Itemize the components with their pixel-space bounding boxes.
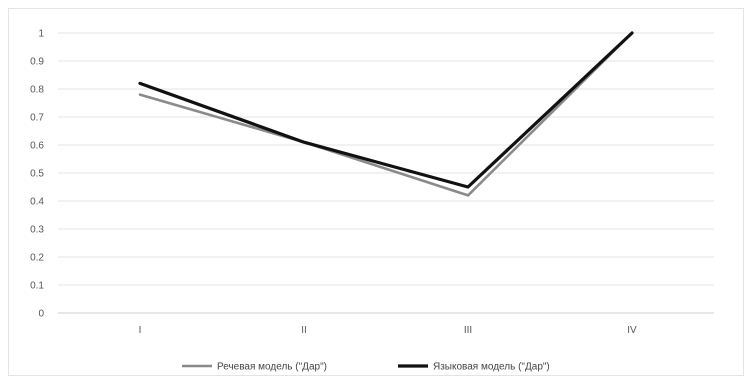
y-tick-label: 0.8 bbox=[30, 85, 44, 96]
y-tick-label: 0.4 bbox=[30, 197, 44, 208]
legend-label-1: Речевая модель ("Дар") bbox=[217, 362, 327, 373]
x-tick-label: II bbox=[301, 325, 307, 336]
gridlines bbox=[58, 32, 714, 314]
series-line-2 bbox=[138, 31, 634, 189]
x-tick-label: I bbox=[139, 325, 142, 336]
legend-label-2: Языковая модель ("Дар") bbox=[433, 362, 550, 373]
series-line-1 bbox=[138, 31, 634, 197]
y-tick-label: 0.2 bbox=[30, 253, 44, 264]
y-tick-label: 0 bbox=[38, 309, 44, 320]
chart-frame bbox=[8, 8, 744, 376]
x-tick-label: IV bbox=[627, 325, 637, 336]
x-axis-ticks: I II III IV bbox=[139, 325, 637, 336]
legend: Речевая модель ("Дар") Языковая модель ("… bbox=[182, 362, 550, 373]
series-lines bbox=[138, 31, 634, 197]
y-tick-label: 0.6 bbox=[30, 141, 44, 152]
y-tick-label: 0.3 bbox=[30, 225, 44, 236]
y-tick-label: 0.5 bbox=[30, 169, 44, 180]
y-axis-ticks: 0 0.1 0.2 0.3 0.4 0.5 0.6 0.7 0.8 0.9 1 bbox=[30, 29, 44, 320]
x-tick-label: III bbox=[464, 325, 472, 336]
y-tick-label: 0.9 bbox=[30, 57, 44, 68]
y-tick-label: 0.7 bbox=[30, 113, 44, 124]
y-tick-label: 1 bbox=[38, 29, 44, 40]
y-tick-label: 0.1 bbox=[30, 281, 44, 292]
